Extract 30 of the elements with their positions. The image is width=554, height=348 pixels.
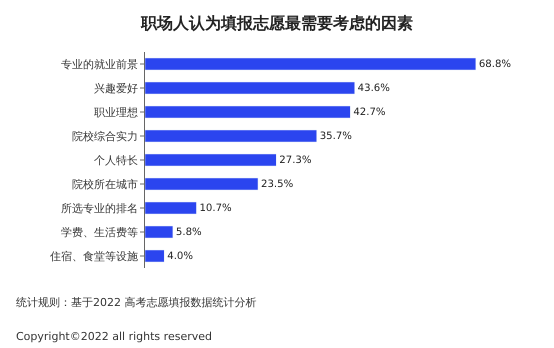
y-tick-label: 兴趣爱好	[94, 82, 138, 95]
data-label: 35.7%	[320, 131, 352, 142]
y-tick-label: 个人特长	[94, 154, 138, 167]
bar	[145, 154, 277, 166]
bar	[145, 226, 174, 238]
bar	[145, 178, 258, 190]
y-tick-label: 学费、生活费等	[60, 226, 138, 239]
data-label: 23.5%	[261, 179, 294, 190]
chart-title: 职场人认为填报志愿最需要考虑的因素	[140, 14, 413, 33]
data-label: 68.8%	[478, 59, 512, 70]
y-tick-label: 住宿、食堂等设施	[50, 250, 138, 263]
data-label: 5.8%	[176, 227, 202, 238]
data-label: 10.7%	[199, 203, 232, 214]
bar	[145, 250, 164, 262]
y-tick-label: 职业理想	[94, 106, 138, 119]
y-tick-label: 院校所在城市	[72, 178, 138, 191]
data-label: 4.0%	[167, 251, 194, 262]
y-tick-label: 专业的就业前景	[60, 58, 138, 71]
bar	[145, 82, 355, 94]
text: 统计规则：基于2022 高考志愿填报数据统计分析	[16, 296, 256, 309]
y-tick-label: 院校综合实力	[72, 130, 138, 143]
y-tick-label: 所选专业的排名	[60, 202, 138, 215]
bar	[145, 202, 197, 214]
bar	[145, 130, 317, 142]
data-label: 42.7%	[353, 107, 386, 118]
bar	[145, 58, 476, 70]
text: Copyright©2022 all rights reserved	[16, 330, 212, 343]
data-label: 27.3%	[279, 155, 312, 166]
data-label: 43.6%	[358, 83, 390, 94]
bar	[145, 106, 351, 118]
